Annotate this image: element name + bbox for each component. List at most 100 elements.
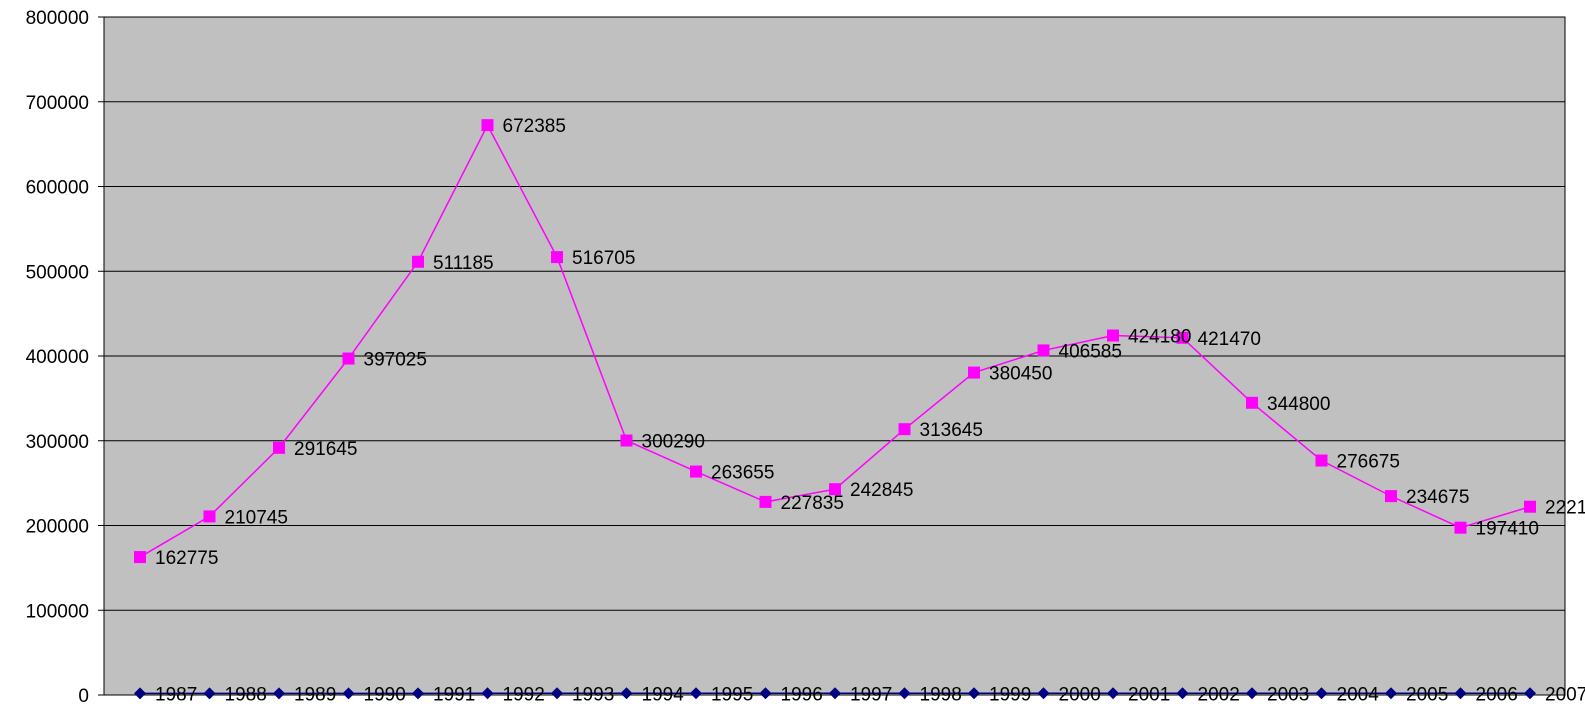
- data-point-square: [1454, 521, 1467, 534]
- data-label: 197410: [1476, 519, 1539, 540]
- data-point-diamond: [1385, 687, 1397, 700]
- data-point-square: [1385, 490, 1397, 503]
- data-label: 344800: [1267, 394, 1330, 415]
- data-label: 291645: [294, 439, 357, 460]
- data-point-square: [134, 551, 146, 564]
- y-tick-label: 100000: [26, 601, 89, 622]
- data-point-square: [412, 255, 424, 268]
- series-1: [134, 687, 1536, 700]
- data-point-square: [620, 434, 633, 447]
- data-point-square: [829, 483, 841, 496]
- data-point-diamond: [203, 687, 216, 700]
- data-point-diamond: [412, 687, 424, 700]
- data-point-diamond: [273, 687, 285, 700]
- series-layer: [134, 119, 1536, 700]
- data-label: 222165: [1545, 498, 1585, 519]
- data-point-diamond: [1246, 687, 1258, 700]
- year-label: 1998: [920, 684, 962, 705]
- data-point-square: [759, 495, 772, 508]
- data-label: 672385: [503, 116, 566, 137]
- data-point-square: [1176, 331, 1189, 344]
- data-point-square: [1246, 396, 1258, 409]
- year-label: 1988: [225, 684, 267, 705]
- year-label: 1987: [155, 684, 197, 705]
- data-label: 421470: [1198, 329, 1261, 350]
- y-tick-label: 0: [78, 686, 89, 707]
- year-label: 1989: [294, 684, 336, 705]
- data-label: 263655: [711, 463, 774, 484]
- year-label: 1996: [781, 684, 823, 705]
- data-point-diamond: [134, 687, 146, 700]
- data-point-square: [342, 352, 355, 365]
- data-point-diamond: [968, 687, 980, 700]
- year-label: 2007: [1545, 684, 1585, 705]
- data-point-square: [690, 465, 702, 478]
- data-point-square: [203, 510, 216, 523]
- year-label: 2003: [1267, 684, 1309, 705]
- data-label: 210745: [225, 507, 288, 528]
- data-point-diamond: [690, 687, 702, 700]
- data-point-square: [481, 119, 494, 132]
- y-tick-label: 300000: [26, 432, 89, 453]
- year-label: 1999: [989, 684, 1031, 705]
- y-axis-ticks: 0 100000 200000 300000 400000 500000 600000 700…: [26, 8, 104, 707]
- data-point-diamond: [1315, 687, 1328, 700]
- data-label: 406585: [1059, 341, 1122, 362]
- data-label: 313645: [920, 420, 983, 441]
- data-point-square: [968, 366, 980, 379]
- data-point-diamond: [759, 687, 772, 700]
- data-point-square: [1315, 454, 1328, 467]
- data-point-diamond: [342, 687, 355, 700]
- data-point-diamond: [1454, 687, 1467, 700]
- year-label: 2001: [1128, 684, 1170, 705]
- y-tick-label: 400000: [26, 347, 89, 368]
- data-label: 424180: [1128, 327, 1191, 348]
- series-2: [134, 119, 1536, 564]
- data-point-square: [1524, 500, 1536, 513]
- data-point-square: [273, 441, 285, 454]
- data-label: 234675: [1406, 487, 1469, 508]
- data-label: 227835: [781, 493, 844, 514]
- year-label: 1991: [433, 684, 475, 705]
- year-label: 2000: [1059, 684, 1101, 705]
- data-label: 162775: [155, 548, 218, 569]
- data-point-diamond: [1176, 687, 1189, 700]
- year-label: 2004: [1337, 684, 1380, 705]
- data-label: 242845: [850, 480, 913, 501]
- data-point-diamond: [551, 687, 563, 700]
- data-labels: 1987 1988 1989 1990 1991 1992 1993 1994 1995 1996…: [155, 116, 1585, 705]
- data-label: 516705: [572, 248, 635, 269]
- gridlines: [104, 101, 1565, 611]
- data-point-diamond: [481, 687, 494, 700]
- data-point-diamond: [1107, 687, 1119, 700]
- year-label: 1993: [572, 684, 614, 705]
- data-point-diamond: [829, 687, 841, 700]
- y-tick-label: 200000: [26, 517, 89, 538]
- data-point-square: [1037, 344, 1050, 357]
- year-label: 1995: [711, 684, 753, 705]
- year-label: 1994: [642, 684, 685, 705]
- year-label: 1992: [503, 684, 545, 705]
- y-tick-label: 600000: [26, 178, 89, 199]
- data-point-square: [1107, 329, 1119, 342]
- data-point-diamond: [1037, 687, 1050, 700]
- data-label: 276675: [1337, 452, 1400, 473]
- data-point-diamond: [898, 687, 911, 700]
- data-label: 397025: [364, 350, 427, 371]
- data-label: 511185: [433, 253, 494, 274]
- year-label: 1997: [850, 684, 892, 705]
- data-label: 300290: [642, 432, 705, 453]
- data-label: 380450: [989, 364, 1052, 385]
- data-point-square: [898, 423, 911, 436]
- y-tick-label: 700000: [26, 93, 89, 114]
- year-label: 1990: [364, 684, 406, 705]
- data-point-square: [551, 251, 563, 264]
- y-tick-label: 800000: [26, 8, 89, 29]
- data-point-diamond: [1524, 687, 1536, 700]
- data-point-diamond: [620, 687, 633, 700]
- year-label: 2002: [1198, 684, 1240, 705]
- year-label: 2005: [1406, 684, 1448, 705]
- y-tick-label: 500000: [26, 262, 89, 283]
- year-label: 2006: [1476, 684, 1518, 705]
